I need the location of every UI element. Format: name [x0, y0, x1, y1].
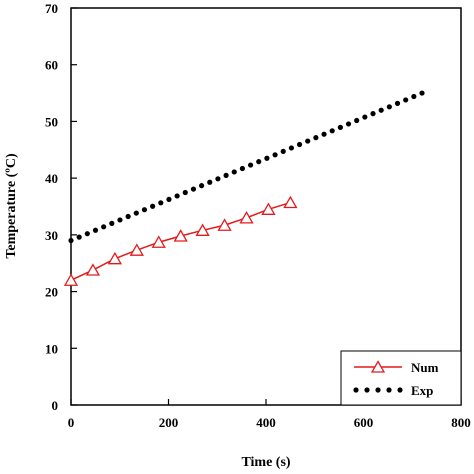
num-point: [283, 195, 298, 209]
exp-dot: [92, 227, 99, 233]
exp-dot: [117, 217, 123, 223]
x-tick-label: 400: [256, 415, 276, 430]
plot-frame: [70, 7, 462, 406]
exp-dot: [362, 114, 368, 120]
exp-dot: [256, 159, 262, 165]
legend-exp-label: Exp: [411, 383, 433, 398]
exp-dot: [296, 141, 303, 148]
exp-dot: [394, 100, 401, 106]
axis-tick-labels: 0 200 400 600 800 0 10 20 30 40 50 60 70: [45, 1, 471, 430]
exp-dot: [329, 128, 335, 134]
exp-dot: [403, 97, 409, 103]
exp-dot: [345, 121, 352, 127]
x-tick-label: 800: [451, 415, 471, 430]
exp-dot: [411, 93, 417, 100]
exp-dot: [337, 124, 343, 130]
exp-dot: [109, 220, 115, 226]
exp-dot: [215, 176, 221, 182]
exp-dot: [321, 131, 327, 137]
exp-dot: [68, 237, 74, 244]
exp-dot: [199, 183, 205, 189]
legend-exp-marker: [353, 387, 403, 393]
x-axis-label: Time (s): [241, 455, 290, 470]
y-tick-label: 10: [45, 341, 58, 356]
legend-box: [340, 350, 462, 406]
exp-dot: [239, 165, 246, 172]
x-tick-label: 0: [68, 415, 75, 430]
axis-ticks: [70, 7, 462, 406]
exp-dot: [264, 155, 270, 161]
exp-dot: [182, 189, 188, 196]
exp-dot: [84, 231, 90, 237]
x-tick-label: 200: [159, 415, 179, 430]
exp-dot: [125, 213, 131, 220]
legend-exp-dot: [397, 387, 403, 393]
legend-exp-dot: [364, 387, 370, 393]
y-tick-label: 70: [45, 1, 58, 16]
legend: Num Exp: [340, 350, 462, 406]
exp-dot: [288, 145, 294, 151]
y-tick-label: 0: [52, 398, 59, 413]
num-point: [261, 202, 276, 215]
exp-dot: [101, 224, 107, 230]
exp-dot: [174, 193, 180, 199]
num-point: [195, 223, 210, 236]
num-point: [85, 263, 101, 276]
num-point: [217, 218, 232, 231]
num-point: [107, 251, 122, 265]
exp-dot: [190, 186, 197, 192]
series-layer: [63, 90, 425, 286]
exp-dot: [207, 179, 213, 185]
num-point: [129, 243, 144, 256]
exp-dot: [141, 207, 148, 213]
num-point: [173, 229, 188, 242]
y-tick-label: 40: [45, 171, 58, 186]
num-point: [239, 211, 254, 224]
y-tick-label: 50: [45, 114, 58, 129]
exp-dot: [280, 148, 286, 154]
exp-dot: [419, 90, 425, 96]
exp-dot: [370, 111, 376, 117]
legend-exp-dot: [386, 387, 392, 393]
exp-dot: [150, 203, 156, 209]
y-tick-label: 60: [45, 58, 58, 73]
exp-dot: [247, 162, 254, 168]
exp-dot: [158, 200, 164, 206]
exp-dot: [223, 172, 229, 178]
legend-exp-dot: [353, 387, 359, 393]
legend-num-marker: [370, 360, 386, 373]
y-tick-label: 30: [45, 228, 58, 243]
exp-dot: [76, 234, 82, 240]
exp-dot: [231, 169, 237, 175]
legend-num-label: Num: [411, 360, 439, 375]
exp-dot: [305, 138, 311, 144]
exp-dot: [378, 107, 384, 113]
exp-dot: [133, 210, 139, 216]
exp-dot: [386, 104, 392, 110]
legend-exp-dot: [375, 387, 381, 393]
y-tick-label: 20: [45, 285, 58, 300]
x-tick-label: 600: [354, 415, 374, 430]
exp-dot: [166, 196, 172, 202]
exp-dot: [354, 117, 360, 124]
num-point: [151, 235, 166, 248]
exp-dot: [313, 135, 319, 141]
y-axis-label: Temperature (ºC): [4, 153, 19, 259]
exp-dot: [272, 152, 278, 158]
num-point: [63, 273, 79, 286]
